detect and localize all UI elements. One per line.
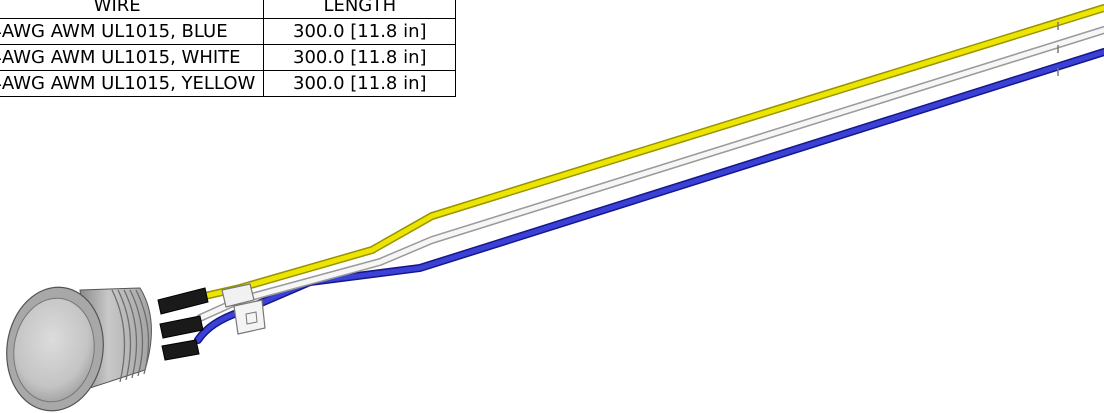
table-row: 24AWG AWM UL1015, WHITE 300.0 [11.8 in] xyxy=(0,44,457,71)
blue-wire xyxy=(194,48,1104,344)
length-cell: 300.0 [11.8 in] xyxy=(263,70,457,97)
yellow-wire xyxy=(201,4,1104,300)
push-button-switch-icon xyxy=(6,286,152,412)
terminal-insulators xyxy=(157,287,209,361)
white-wire xyxy=(196,26,1104,322)
wire-cell: 24AWG AWM UL1015, BLUE xyxy=(0,18,265,45)
table-row: 24AWG AWM UL1015, BLUE 300.0 [11.8 in] xyxy=(0,18,457,45)
wire-cell: 24AWG AWM UL1015, YELLOW xyxy=(0,70,265,97)
wire-table: WIRE LENGTH 24AWG AWM UL1015, BLUE 300.0… xyxy=(0,0,457,97)
table-row: 24AWG AWM UL1015, YELLOW 300.0 [11.8 in] xyxy=(0,70,457,97)
wire-cell: 24AWG AWM UL1015, WHITE xyxy=(0,44,265,71)
length-cell: 300.0 [11.8 in] xyxy=(263,44,457,71)
connector-clip-icon xyxy=(221,283,266,335)
